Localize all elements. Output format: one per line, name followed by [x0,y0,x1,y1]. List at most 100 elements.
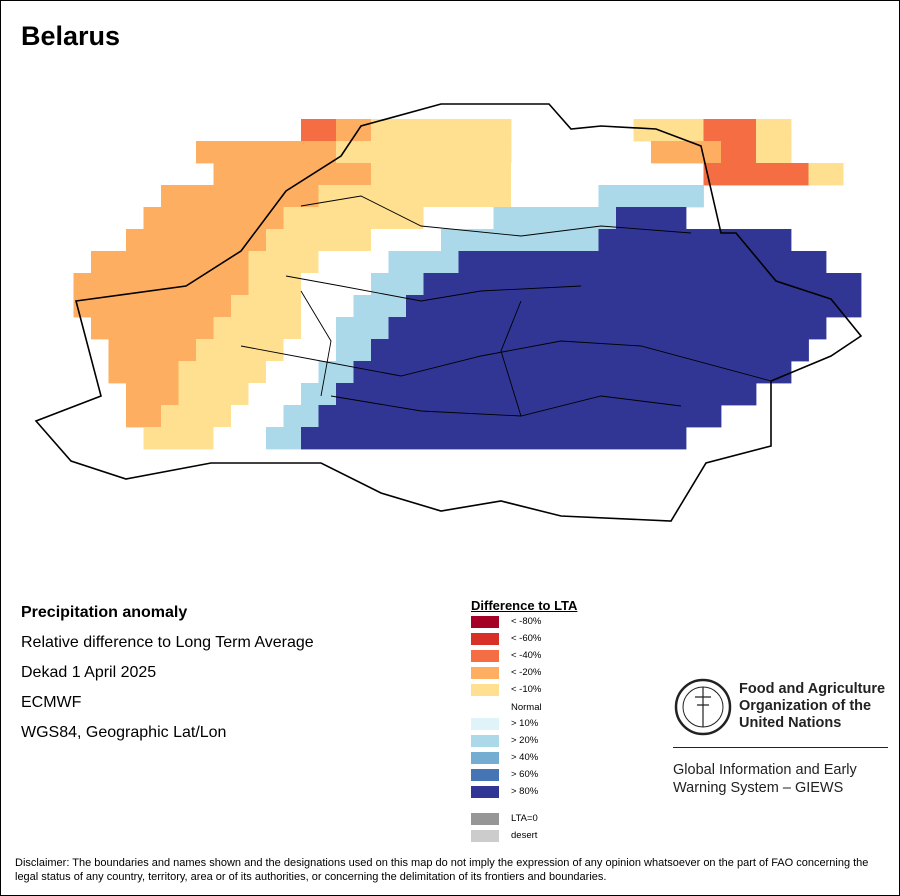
legend-label: < -40% [511,650,542,661]
grid-cell [248,163,267,186]
grid-cell [581,185,599,208]
grid-cell [336,163,354,186]
grid-cell [318,251,337,274]
grid-cell [371,383,389,406]
grid-cell [756,273,774,296]
grid-cell [266,251,284,274]
grid-cell [371,119,389,142]
grid-cell [283,295,302,318]
grid-cell [266,383,284,406]
map-metadata: Precipitation anomaly Relative differenc… [21,603,314,753]
grid-cell [336,119,354,142]
grid-cell [791,163,809,186]
grid-cell [248,361,267,384]
grid-cell [546,361,564,384]
grid-cell [458,361,477,384]
region-borders [240,195,772,417]
grid-cell [616,251,634,274]
grid-cell [476,229,494,252]
grid-cell [336,251,354,274]
grid-cell [213,185,232,208]
grid-cell [616,317,634,340]
grid-cell [423,163,442,186]
grid-cell [266,185,284,208]
grid-cell [213,295,232,318]
grid-cell [563,229,582,252]
grid-cell [161,273,179,296]
meta-source: ECMWF [21,694,82,711]
grid-cell [651,339,669,362]
grid-cell [231,339,249,362]
grid-cell [266,361,284,384]
grid-cell [283,207,302,230]
grid-cell [353,251,372,274]
grid-cell [791,295,809,318]
grid-cell [353,361,372,384]
grid-cell [493,339,512,362]
grid-cell [266,273,284,296]
grid-cell [808,251,827,274]
grid-cell [196,185,214,208]
grid-cell [301,405,319,428]
grid-cell [633,339,652,362]
grid-cell [563,405,582,428]
grid-cell [231,295,249,318]
grid-cell [143,427,162,450]
grid-cell [686,141,704,164]
grid-cell [388,119,407,142]
grid-cell [476,361,494,384]
grid-cell [318,405,337,428]
grid-cell [616,295,634,318]
grid-cell [353,317,372,340]
grid-cell [441,273,459,296]
grid-cell [283,405,302,428]
grid-cell [406,251,424,274]
legend-item: > 20% [471,735,611,747]
grid-cell [633,273,652,296]
grid-cell [423,141,442,164]
grid-cell [318,339,337,362]
grid-cell [371,229,389,252]
legend-item: < -80% [471,616,611,628]
grid-cell [143,317,162,340]
grid-cell [773,339,792,362]
grid-cell [388,185,407,208]
legend-item: < -60% [471,633,611,645]
grid-cell [616,229,634,252]
grid-cell [353,383,372,406]
grid-cell [633,317,652,340]
grid-cell [493,207,512,230]
grid-cell [616,405,634,428]
grid-cell [476,339,494,362]
grid-cell [458,185,477,208]
grid-cell [423,405,442,428]
grid-cell [563,251,582,274]
grid-cell [546,383,564,406]
grid-cell [301,141,319,164]
grid-cell [178,229,197,252]
grid-cell [528,405,547,428]
grid-cell [371,405,389,428]
grid-cell [773,273,792,296]
legend-title: Difference to LTA [471,598,578,613]
grid-cell [213,427,232,450]
grid-cell [721,339,739,362]
grid-cell [178,185,197,208]
grid-cell [406,339,424,362]
grid-cell [633,185,652,208]
giews-name: Global Information and Early Warning Sys… [673,761,857,797]
grid-cell [336,229,354,252]
grid-cell [213,405,232,428]
grid-cell [581,317,599,340]
grid-cell [336,295,354,318]
grid-cell [581,251,599,274]
grid-cell [423,383,442,406]
grid-cell [756,317,774,340]
grid-cell [301,251,319,274]
grid-cell [476,273,494,296]
grid-cell [388,339,407,362]
grid-cell [598,251,617,274]
grid-cell [808,163,827,186]
grid-cell [633,251,652,274]
grid-cell [616,207,634,230]
